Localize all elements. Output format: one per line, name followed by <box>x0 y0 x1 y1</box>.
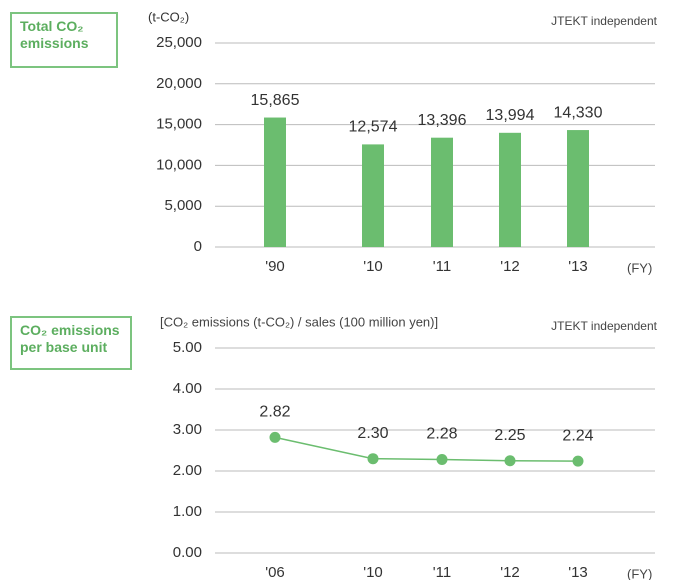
y-tick-label: 2.00 <box>173 462 202 479</box>
value-label: 2.30 <box>357 425 388 442</box>
x-tick-label: '06 <box>265 564 285 580</box>
chart-label: Total CO₂ emissions <box>10 12 118 68</box>
bar <box>362 144 384 247</box>
unit-label: [CO₂ emissions (t-CO₂) / sales (100 mill… <box>160 314 438 329</box>
note: JTEKT independent <box>551 319 658 333</box>
y-tick-label: 0 <box>194 238 202 255</box>
x-unit: (FY) <box>627 260 652 275</box>
note: JTEKT independent <box>551 14 658 28</box>
chart-label: CO₂ emissions per base unit <box>10 316 132 370</box>
unit-label: (t-CO₂) <box>148 9 189 24</box>
bar <box>567 130 589 247</box>
x-tick-label: '13 <box>568 258 588 275</box>
value-label: 13,994 <box>486 107 535 124</box>
y-tick-label: 20,000 <box>156 75 202 92</box>
value-label: 14,330 <box>554 104 603 121</box>
bar <box>264 117 286 248</box>
point <box>572 455 584 467</box>
value-label: 2.25 <box>494 427 525 444</box>
x-tick-label: '10 <box>363 564 383 580</box>
x-tick-label: '13 <box>568 564 588 580</box>
x-tick-label: '11 <box>433 258 451 275</box>
value-label: 2.24 <box>562 427 593 444</box>
y-tick-label: 1.00 <box>173 503 202 520</box>
value-label: 2.28 <box>426 426 457 443</box>
y-tick-label: 15,000 <box>156 116 202 133</box>
bar <box>431 137 453 247</box>
y-tick-label: 25,000 <box>156 34 202 51</box>
y-tick-label: 3.00 <box>173 421 202 438</box>
x-tick-label: '90 <box>265 258 285 275</box>
y-tick-label: 4.00 <box>173 380 202 397</box>
point <box>367 453 379 465</box>
point <box>269 431 281 443</box>
value-label: 2.82 <box>259 404 290 421</box>
point <box>504 455 516 467</box>
x-tick-label: '12 <box>500 258 520 275</box>
y-tick-label: 5,000 <box>164 197 202 214</box>
value-label: 15,865 <box>251 92 300 109</box>
x-tick-label: '12 <box>500 564 520 580</box>
bar <box>499 132 521 247</box>
x-unit: (FY) <box>627 566 652 580</box>
x-tick-label: '10 <box>363 258 383 275</box>
value-label: 13,396 <box>418 112 467 129</box>
x-tick-label: '11 <box>433 564 451 580</box>
value-label: 12,574 <box>349 119 398 136</box>
y-tick-label: 0.00 <box>173 544 202 561</box>
point <box>436 454 448 466</box>
y-tick-label: 10,000 <box>156 156 202 173</box>
y-tick-label: 5.00 <box>173 339 202 356</box>
